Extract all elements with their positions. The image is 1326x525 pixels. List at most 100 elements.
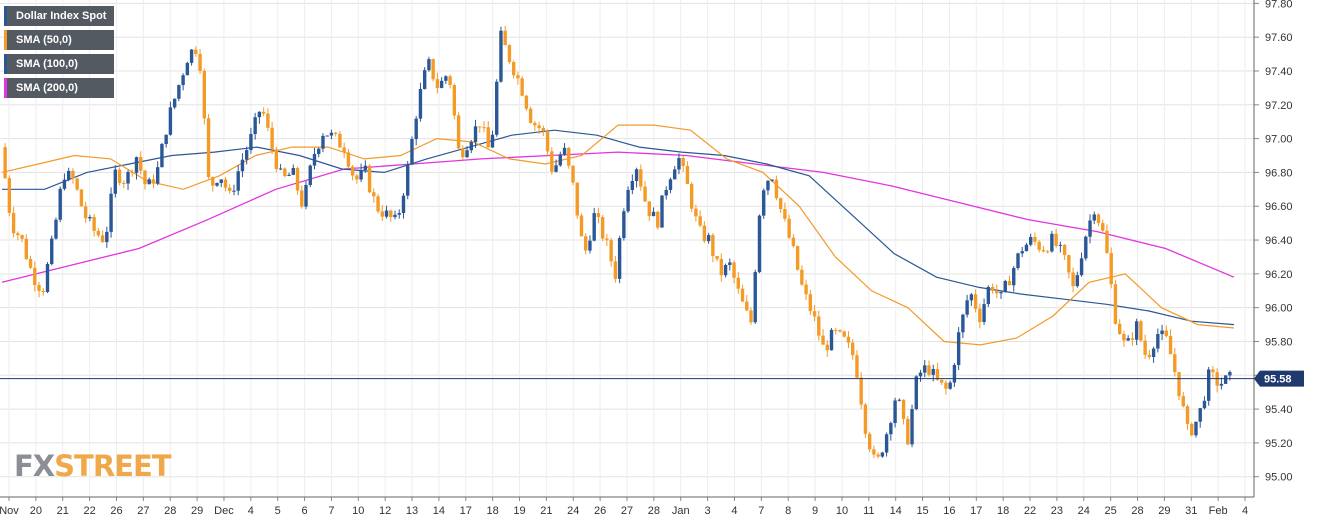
candle-body xyxy=(829,329,834,351)
candle-body xyxy=(350,166,355,176)
candle-body xyxy=(834,329,838,331)
candle-body xyxy=(677,158,681,170)
y-tick-label: 97.00 xyxy=(1265,134,1293,146)
candle-body xyxy=(189,49,194,63)
candle-body xyxy=(897,399,902,401)
candle-body xyxy=(75,178,79,190)
candle-body xyxy=(516,75,520,79)
candle-body xyxy=(973,294,978,309)
candle-body xyxy=(999,291,1003,294)
candle-body xyxy=(660,195,664,228)
candle-body xyxy=(1079,258,1084,276)
candle-body xyxy=(651,211,656,217)
candle-body xyxy=(639,169,643,187)
sma-100-line xyxy=(2,129,1235,326)
candle-body xyxy=(1062,244,1067,256)
candle-body xyxy=(923,365,927,373)
candle-body xyxy=(685,165,690,185)
candle-body xyxy=(1130,338,1135,340)
candle-body xyxy=(1071,272,1075,287)
candle-body xyxy=(503,30,507,46)
candle-body xyxy=(346,152,351,167)
candle-body xyxy=(274,149,279,170)
candle-body xyxy=(11,212,16,234)
y-tick-label: 97.20 xyxy=(1265,100,1293,112)
candle-body xyxy=(918,372,923,377)
candle-body xyxy=(571,165,575,183)
candle-body xyxy=(647,201,651,217)
candle-body xyxy=(715,255,719,260)
candle-body xyxy=(473,126,478,143)
candle-body xyxy=(558,154,562,166)
candle-body xyxy=(1134,321,1139,340)
candle-body xyxy=(58,188,62,220)
candle-body xyxy=(1101,223,1105,231)
candle-body xyxy=(511,62,516,76)
candle-body xyxy=(1173,354,1177,373)
y-tick-label: 95.00 xyxy=(1265,472,1293,484)
candle-body xyxy=(673,169,677,180)
candle-body xyxy=(617,238,622,279)
candle-body xyxy=(880,452,885,457)
candle-body xyxy=(1024,244,1029,252)
candle-body xyxy=(1033,237,1037,242)
x-tick-label: 27 xyxy=(137,505,149,517)
candle-body xyxy=(545,131,550,152)
legend-item-sma-100[interactable]: SMA (100,0) xyxy=(4,54,115,74)
candle-body xyxy=(236,171,240,191)
x-tick-label: 16 xyxy=(943,505,955,517)
candlesticks xyxy=(3,25,1232,459)
legend-item-sma-200[interactable]: SMA (200,0) xyxy=(4,78,115,98)
candle-body xyxy=(664,189,668,196)
candle-body xyxy=(762,190,766,216)
x-tick-label: 9 xyxy=(812,505,818,517)
candle-body xyxy=(363,165,368,171)
y-tick-label: 96.80 xyxy=(1265,167,1293,179)
candle-body xyxy=(100,235,105,243)
candle-body xyxy=(79,189,84,207)
candle-body xyxy=(817,316,821,336)
legend-item-sma-50[interactable]: SMA (50,0) xyxy=(4,30,115,50)
candle-body xyxy=(1050,233,1054,252)
candle-body xyxy=(668,179,673,190)
candle-body xyxy=(876,454,880,457)
legend-label: Dollar Index Spot xyxy=(16,10,107,22)
candle-body xyxy=(884,434,889,453)
candle-body xyxy=(931,369,935,375)
x-tick-label: 26 xyxy=(110,505,122,517)
y-tick-label: 97.80 xyxy=(1265,0,1293,10)
candle-body xyxy=(706,235,711,242)
candle-body xyxy=(439,80,444,88)
sma-200-line xyxy=(1,151,1235,283)
candle-body xyxy=(698,216,702,226)
candle-body xyxy=(109,193,113,232)
candle-body xyxy=(155,167,160,184)
candle-body xyxy=(520,78,524,96)
candle-body xyxy=(160,143,164,168)
candle-body xyxy=(749,310,753,323)
candle-body xyxy=(838,330,842,332)
candle-body xyxy=(842,331,846,337)
candle-body xyxy=(219,179,223,183)
candle-body xyxy=(367,165,372,193)
x-tick-label: 21 xyxy=(57,505,69,517)
candle-body xyxy=(554,165,558,172)
y-axis-ticks: 97.80 97.60 97.40 97.20 97.00 96.80 96.60 96.40… xyxy=(1265,0,1293,484)
legend-item-dollar-index[interactable]: Dollar Index Spot xyxy=(4,6,115,26)
candle-body xyxy=(1168,335,1173,355)
candle-body xyxy=(1105,230,1109,254)
legend-swatch xyxy=(4,6,7,26)
candle-body xyxy=(232,190,236,192)
candle-body xyxy=(643,186,647,202)
candle-body xyxy=(893,400,897,424)
x-tick-label: 4 xyxy=(1242,505,1248,517)
candle-body xyxy=(1007,280,1012,286)
x-tick-label: 27 xyxy=(621,505,633,517)
x-tick-label: 14 xyxy=(433,505,445,517)
candle-body xyxy=(914,376,918,410)
candle-body xyxy=(495,81,499,135)
candle-body xyxy=(333,132,338,134)
x-tick-label: 17 xyxy=(460,505,472,517)
candle-body xyxy=(202,70,206,119)
